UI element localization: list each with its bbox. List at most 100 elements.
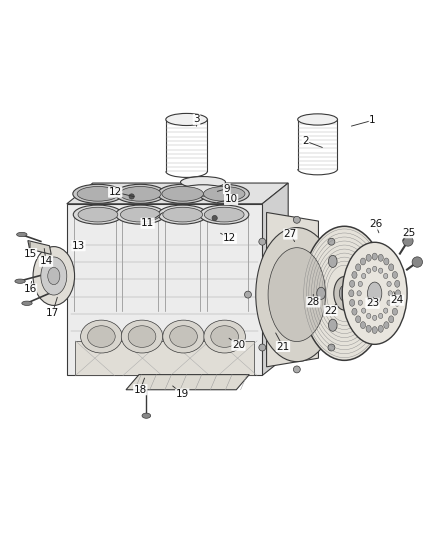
Text: 24: 24 [391, 295, 404, 305]
Ellipse shape [180, 176, 226, 188]
Ellipse shape [259, 238, 266, 245]
Ellipse shape [412, 257, 423, 267]
Ellipse shape [389, 316, 394, 323]
Ellipse shape [200, 205, 249, 224]
Ellipse shape [392, 308, 398, 315]
Ellipse shape [199, 184, 249, 204]
Ellipse shape [302, 227, 387, 360]
Ellipse shape [378, 268, 383, 273]
Ellipse shape [166, 114, 207, 126]
Text: 18: 18 [134, 385, 147, 395]
Ellipse shape [22, 301, 32, 305]
Ellipse shape [387, 281, 391, 287]
Ellipse shape [367, 268, 371, 273]
Ellipse shape [116, 205, 165, 224]
Ellipse shape [88, 326, 115, 348]
Ellipse shape [342, 243, 407, 344]
Ellipse shape [120, 207, 160, 222]
Ellipse shape [352, 271, 357, 278]
Ellipse shape [378, 254, 383, 261]
Text: 10: 10 [225, 195, 238, 205]
Ellipse shape [328, 344, 335, 351]
Polygon shape [262, 183, 288, 375]
Ellipse shape [17, 232, 27, 237]
Ellipse shape [162, 187, 203, 201]
Ellipse shape [41, 257, 67, 295]
Ellipse shape [15, 279, 25, 284]
Text: 15: 15 [23, 248, 37, 259]
Ellipse shape [395, 300, 400, 306]
Text: 1: 1 [369, 115, 376, 125]
Ellipse shape [211, 326, 238, 348]
Ellipse shape [372, 315, 377, 320]
Text: 12: 12 [223, 233, 237, 244]
Text: 17: 17 [46, 308, 59, 318]
Ellipse shape [128, 326, 156, 348]
Ellipse shape [204, 207, 244, 222]
Ellipse shape [77, 187, 119, 201]
Text: 11: 11 [141, 218, 154, 228]
Ellipse shape [392, 271, 398, 278]
Ellipse shape [163, 320, 204, 353]
Ellipse shape [352, 255, 360, 268]
Ellipse shape [163, 207, 202, 222]
Ellipse shape [33, 247, 74, 305]
Polygon shape [44, 265, 71, 289]
Text: 2: 2 [302, 136, 309, 146]
Ellipse shape [367, 313, 371, 319]
Polygon shape [67, 204, 262, 375]
Ellipse shape [244, 291, 251, 298]
Ellipse shape [378, 325, 383, 332]
Ellipse shape [120, 187, 161, 201]
Ellipse shape [396, 290, 401, 297]
Text: 14: 14 [39, 256, 53, 266]
Ellipse shape [378, 313, 383, 319]
Ellipse shape [293, 216, 300, 223]
Ellipse shape [350, 280, 355, 287]
Ellipse shape [204, 320, 245, 353]
Polygon shape [67, 183, 288, 204]
Ellipse shape [78, 207, 118, 222]
Ellipse shape [352, 308, 357, 315]
Ellipse shape [361, 308, 366, 313]
Ellipse shape [403, 236, 413, 246]
Ellipse shape [356, 264, 361, 271]
Text: 28: 28 [307, 297, 320, 307]
Ellipse shape [115, 184, 166, 204]
Ellipse shape [142, 413, 151, 418]
Ellipse shape [364, 287, 372, 300]
Ellipse shape [328, 238, 335, 245]
Text: 22: 22 [324, 305, 337, 316]
Text: 25: 25 [402, 228, 415, 238]
Ellipse shape [317, 287, 325, 300]
Ellipse shape [388, 290, 392, 296]
Ellipse shape [395, 280, 400, 287]
Ellipse shape [360, 322, 366, 328]
Ellipse shape [372, 327, 377, 334]
Ellipse shape [121, 320, 163, 353]
Ellipse shape [356, 316, 361, 323]
Ellipse shape [349, 290, 354, 297]
Ellipse shape [293, 366, 300, 373]
Ellipse shape [342, 291, 349, 298]
Ellipse shape [384, 273, 388, 279]
Ellipse shape [389, 264, 394, 271]
Ellipse shape [339, 285, 350, 301]
Ellipse shape [387, 300, 391, 305]
Text: 12: 12 [109, 187, 122, 197]
Ellipse shape [372, 253, 377, 260]
Ellipse shape [384, 308, 388, 313]
Text: 20: 20 [232, 340, 245, 350]
Ellipse shape [358, 300, 363, 305]
Text: 23: 23 [366, 298, 379, 308]
Ellipse shape [212, 215, 217, 221]
Ellipse shape [256, 228, 338, 361]
Ellipse shape [73, 184, 123, 204]
Ellipse shape [129, 194, 134, 199]
Ellipse shape [180, 185, 226, 196]
Polygon shape [267, 213, 318, 367]
Text: 26: 26 [369, 219, 382, 229]
Ellipse shape [352, 319, 360, 332]
Text: 13: 13 [72, 241, 85, 251]
Ellipse shape [158, 205, 207, 224]
